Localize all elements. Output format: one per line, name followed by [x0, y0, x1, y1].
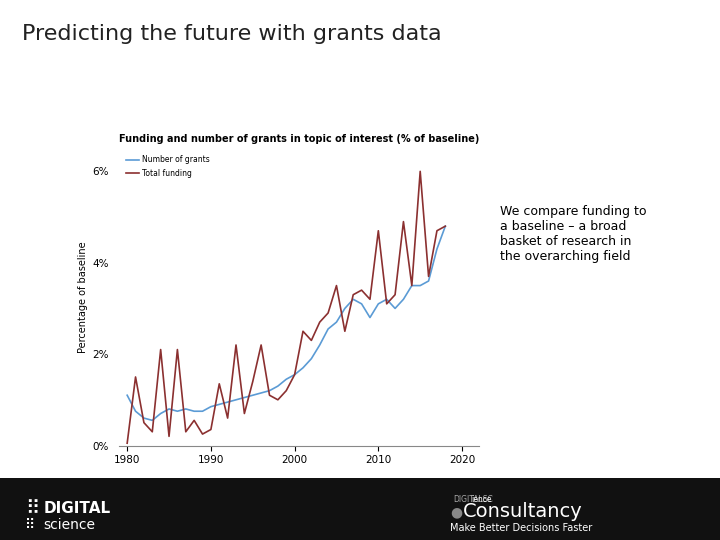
Number of grants: [274, 383, 282, 389]
Number of grants: [156, 410, 165, 417]
Number of grants: [399, 296, 408, 302]
Number of grants: [248, 392, 257, 399]
Number of grants: [408, 282, 416, 289]
Total funding: [215, 381, 224, 387]
Total funding: [324, 310, 333, 316]
Total funding: [374, 227, 382, 234]
Number of grants: [341, 305, 349, 312]
Total funding: [416, 168, 425, 174]
Title: Funding and number of grants in topic of interest (% of baseline): Funding and number of grants in topic of…: [119, 133, 479, 144]
Number of grants: [265, 387, 274, 394]
Total funding: [140, 420, 148, 426]
Number of grants: [374, 301, 382, 307]
Total funding: [382, 301, 391, 307]
Total funding: [207, 426, 215, 433]
Text: DIGITAL: DIGITAL: [43, 501, 110, 516]
Total funding: [181, 429, 190, 435]
Total funding: [349, 292, 358, 298]
Text: ience: ience: [472, 495, 492, 504]
Total funding: [240, 410, 248, 417]
Text: Make Better Decisions Faster: Make Better Decisions Faster: [450, 523, 593, 533]
Total funding: [399, 218, 408, 225]
Total funding: [357, 287, 366, 293]
Text: Predicting the future with grants data: Predicting the future with grants data: [22, 24, 441, 44]
Number of grants: [290, 372, 299, 378]
Number of grants: [366, 314, 374, 321]
Number of grants: [215, 401, 224, 408]
Total funding: [366, 296, 374, 302]
Y-axis label: Percentage of baseline: Percentage of baseline: [78, 241, 89, 353]
Number of grants: [433, 246, 441, 252]
Text: DIGITALSC: DIGITALSC: [454, 495, 493, 504]
Number of grants: [357, 301, 366, 307]
Number of grants: [165, 406, 174, 412]
Number of grants: [282, 376, 291, 382]
Total funding: [123, 440, 132, 447]
Number of grants: [181, 406, 190, 412]
Total funding: [165, 433, 174, 440]
Number of grants: [148, 417, 157, 423]
Total funding: [441, 223, 449, 230]
Number of grants: [416, 282, 425, 289]
Number of grants: [198, 408, 207, 415]
Number of grants: [240, 394, 248, 401]
Number of grants: [232, 396, 240, 403]
Total funding: [198, 431, 207, 437]
Number of grants: [349, 296, 358, 302]
Number of grants: [257, 390, 266, 396]
Number of grants: [173, 408, 181, 415]
Number of grants: [315, 342, 324, 348]
Number of grants: [299, 364, 307, 371]
Number of grants: [391, 305, 400, 312]
Line: Number of grants: Number of grants: [127, 226, 445, 420]
Total funding: [223, 415, 232, 421]
Total funding: [148, 429, 157, 435]
Total funding: [173, 346, 181, 353]
Text: ⠿: ⠿: [25, 499, 40, 518]
Total funding: [232, 342, 240, 348]
Number of grants: [441, 223, 449, 230]
Total funding: [190, 417, 199, 423]
Total funding: [290, 372, 299, 378]
Total funding: [131, 374, 140, 380]
Total funding: [433, 227, 441, 234]
Total funding: [248, 379, 257, 385]
Number of grants: [223, 399, 232, 406]
Text: We compare funding to
a baseline – a broad
basket of research in
the overarching: We compare funding to a baseline – a bro…: [500, 205, 647, 263]
Total funding: [424, 273, 433, 280]
Number of grants: [382, 296, 391, 302]
Number of grants: [424, 278, 433, 284]
Number of grants: [140, 415, 148, 421]
Total funding: [408, 282, 416, 289]
Total funding: [156, 346, 165, 353]
Number of grants: [190, 408, 199, 415]
Number of grants: [131, 408, 140, 415]
Total funding: [315, 319, 324, 326]
Total funding: [265, 392, 274, 399]
Total funding: [391, 292, 400, 298]
Total funding: [257, 342, 266, 348]
Number of grants: [123, 392, 132, 399]
Total funding: [307, 337, 315, 343]
Text: Consultancy: Consultancy: [463, 502, 582, 522]
Line: Total funding: Total funding: [127, 171, 445, 443]
Total funding: [332, 282, 341, 289]
Total funding: [282, 387, 291, 394]
Total funding: [299, 328, 307, 334]
Number of grants: [332, 319, 341, 326]
Number of grants: [207, 403, 215, 410]
Number of grants: [324, 326, 333, 332]
Text: ⠿: ⠿: [25, 518, 35, 532]
Total funding: [341, 328, 349, 334]
Total funding: [274, 396, 282, 403]
Legend: Number of grants, Total funding: Number of grants, Total funding: [122, 152, 213, 181]
Text: science: science: [43, 518, 95, 532]
Text: ●: ●: [450, 505, 462, 519]
Number of grants: [307, 355, 315, 362]
